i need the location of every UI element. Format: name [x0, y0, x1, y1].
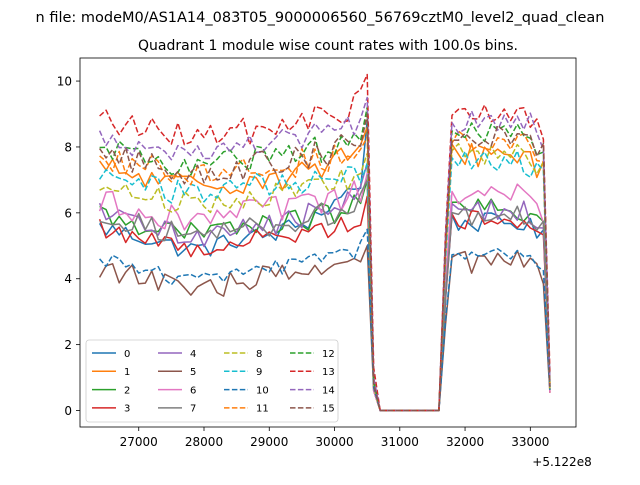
- x-tick-label: 31000: [381, 435, 419, 449]
- y-tick-label: 0: [64, 404, 72, 418]
- x-tick-label: 33000: [511, 435, 549, 449]
- y-tick-label: 6: [64, 206, 72, 220]
- legend-label-14: 14: [322, 385, 335, 396]
- chart-svg: n file: modeM0/AS1A14_083T05_9000006560_…: [0, 0, 640, 480]
- legend-label-7: 7: [190, 404, 196, 415]
- legend-label-0: 0: [124, 349, 130, 360]
- y-tick-label: 10: [57, 75, 72, 89]
- legend-label-10: 10: [256, 385, 269, 396]
- x-axis: 27000 28000 29000 30000 31000 32000 33000: [120, 427, 550, 449]
- legend-label-3: 3: [124, 404, 130, 415]
- legend-label-2: 2: [124, 385, 130, 396]
- legend-label-4: 4: [190, 349, 196, 360]
- legend-label-13: 13: [322, 367, 335, 378]
- x-tick-label: 27000: [120, 435, 158, 449]
- legend-label-15: 15: [322, 404, 335, 415]
- legend-label-12: 12: [322, 349, 335, 360]
- x-tick-label: 32000: [446, 435, 484, 449]
- legend-label-11: 11: [256, 404, 269, 415]
- x-tick-label: 28000: [185, 435, 223, 449]
- x-tick-label: 29000: [250, 435, 288, 449]
- chart-suptitle: n file: modeM0/AS1A14_083T05_9000006560_…: [36, 10, 605, 26]
- y-axis: 0 2 4 6 8 10: [57, 75, 80, 418]
- chart-title: Quadrant 1 module wise count rates with …: [138, 38, 518, 54]
- legend-label-9: 9: [256, 367, 262, 378]
- x-tick-label: 30000: [315, 435, 353, 449]
- x-offset-label: +5.122e8: [532, 455, 591, 469]
- legend-label-8: 8: [256, 349, 262, 360]
- y-tick-label: 8: [64, 140, 72, 154]
- y-tick-label: 4: [64, 272, 72, 286]
- legend-label-1: 1: [124, 367, 130, 378]
- y-tick-label: 2: [64, 338, 72, 352]
- chart: n file: modeM0/AS1A14_083T05_9000006560_…: [0, 0, 640, 480]
- legend-label-6: 6: [190, 385, 196, 396]
- legend-label-5: 5: [190, 367, 196, 378]
